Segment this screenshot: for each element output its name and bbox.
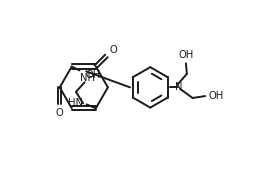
Text: HN: HN [68,98,83,108]
Text: O: O [109,45,117,55]
Text: NH: NH [80,73,95,83]
Text: O: O [56,108,64,118]
Text: OH: OH [86,70,101,80]
Text: OH: OH [208,91,223,101]
Text: OH: OH [178,50,194,61]
Text: N: N [176,82,183,92]
